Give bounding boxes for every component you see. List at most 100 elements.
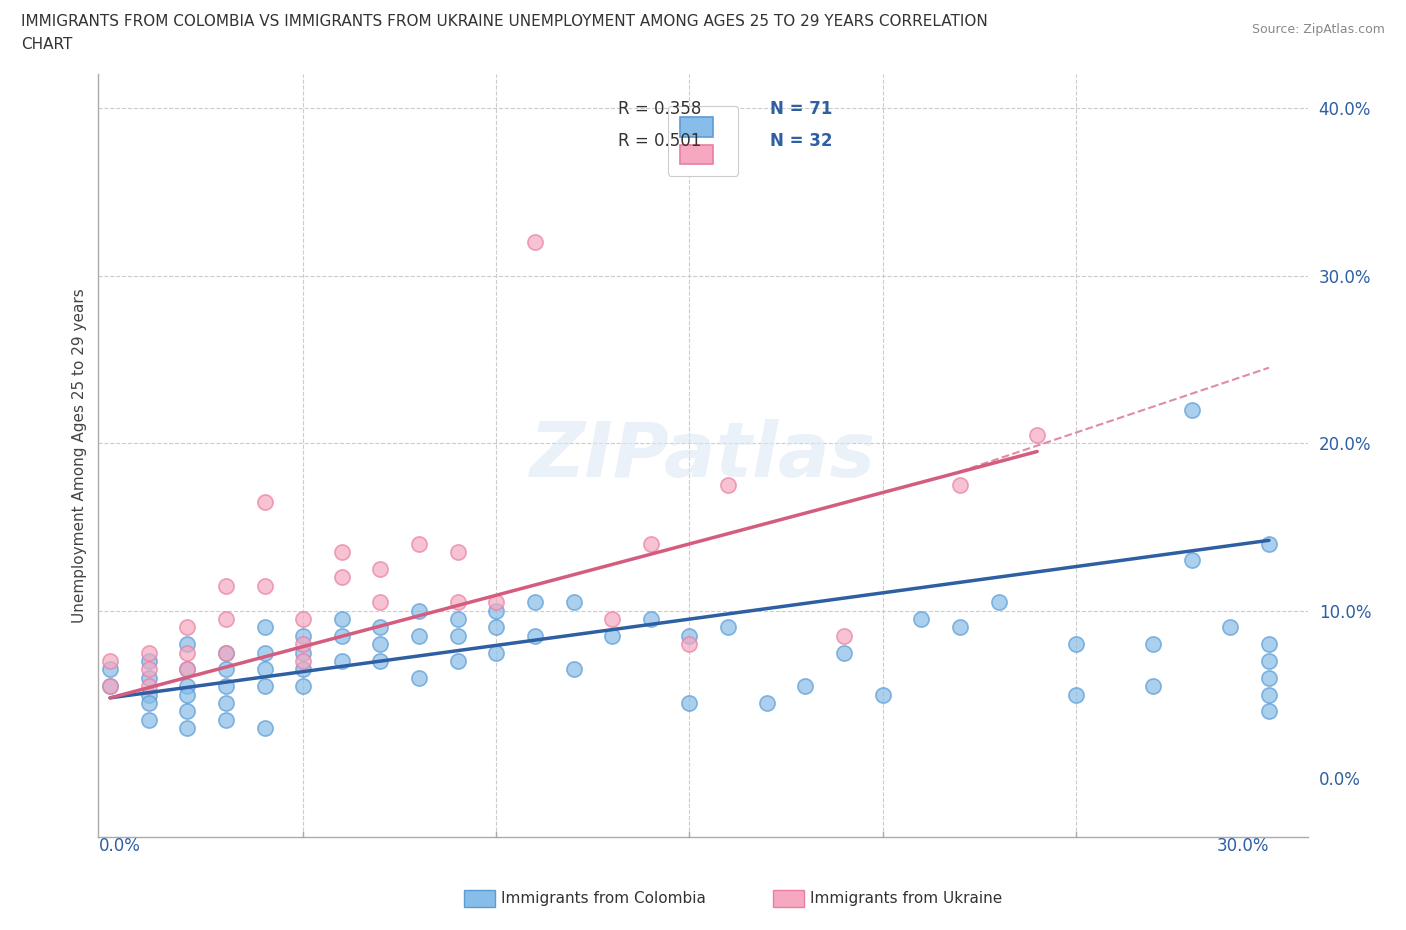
- Point: [562, 595, 585, 610]
- Point: [292, 645, 315, 660]
- Point: [138, 671, 160, 685]
- Point: [485, 620, 508, 635]
- Point: [253, 578, 276, 593]
- Point: [640, 612, 662, 627]
- Point: [215, 645, 238, 660]
- Point: [717, 620, 740, 635]
- Point: [292, 637, 315, 652]
- Text: 30.0%: 30.0%: [1216, 837, 1270, 855]
- Point: [447, 654, 470, 669]
- Point: [872, 687, 894, 702]
- Point: [215, 645, 238, 660]
- Point: [176, 704, 198, 719]
- Point: [370, 620, 392, 635]
- Point: [485, 645, 508, 660]
- Point: [176, 687, 198, 702]
- Point: [408, 671, 430, 685]
- Point: [176, 662, 198, 677]
- Point: [215, 696, 238, 711]
- Text: 0.0%: 0.0%: [98, 837, 141, 855]
- Text: Immigrants from Colombia: Immigrants from Colombia: [501, 891, 706, 906]
- Point: [253, 662, 276, 677]
- Text: IMMIGRANTS FROM COLOMBIA VS IMMIGRANTS FROM UKRAINE UNEMPLOYMENT AMONG AGES 25 T: IMMIGRANTS FROM COLOMBIA VS IMMIGRANTS F…: [21, 14, 988, 29]
- Point: [1026, 427, 1049, 442]
- Text: Source: ZipAtlas.com: Source: ZipAtlas.com: [1251, 23, 1385, 36]
- Point: [253, 679, 276, 694]
- Point: [176, 637, 198, 652]
- Point: [600, 629, 623, 644]
- Point: [1219, 620, 1241, 635]
- Point: [215, 679, 238, 694]
- Point: [717, 478, 740, 493]
- Point: [330, 545, 353, 560]
- Text: ZIPatlas: ZIPatlas: [530, 418, 876, 493]
- Point: [138, 654, 160, 669]
- Point: [755, 696, 778, 711]
- Point: [370, 562, 392, 577]
- Point: [447, 612, 470, 627]
- Point: [447, 545, 470, 560]
- Point: [138, 687, 160, 702]
- Point: [523, 629, 546, 644]
- Point: [330, 654, 353, 669]
- Point: [1181, 553, 1204, 568]
- Text: CHART: CHART: [21, 37, 73, 52]
- Text: R = 0.501: R = 0.501: [619, 132, 702, 150]
- Point: [215, 712, 238, 727]
- Point: [562, 662, 585, 677]
- Point: [138, 712, 160, 727]
- Point: [1258, 704, 1281, 719]
- Point: [640, 537, 662, 551]
- Point: [1258, 637, 1281, 652]
- Point: [292, 654, 315, 669]
- Point: [138, 662, 160, 677]
- Point: [1258, 687, 1281, 702]
- Point: [600, 612, 623, 627]
- Point: [330, 570, 353, 585]
- Text: Immigrants from Ukraine: Immigrants from Ukraine: [810, 891, 1002, 906]
- Point: [1142, 679, 1164, 694]
- Point: [330, 612, 353, 627]
- Point: [215, 578, 238, 593]
- Point: [910, 612, 932, 627]
- Point: [1181, 402, 1204, 417]
- Point: [408, 604, 430, 618]
- Point: [678, 637, 700, 652]
- Point: [1258, 654, 1281, 669]
- Point: [485, 604, 508, 618]
- Text: N = 32: N = 32: [769, 132, 832, 150]
- Point: [678, 629, 700, 644]
- Point: [253, 620, 276, 635]
- Legend: , : ,: [668, 106, 738, 176]
- Point: [98, 662, 121, 677]
- Point: [408, 537, 430, 551]
- Text: R = 0.358: R = 0.358: [619, 100, 702, 118]
- Point: [987, 595, 1010, 610]
- Point: [176, 679, 198, 694]
- Point: [98, 679, 121, 694]
- Point: [1142, 637, 1164, 652]
- Point: [138, 679, 160, 694]
- Point: [794, 679, 817, 694]
- Point: [447, 595, 470, 610]
- Point: [138, 645, 160, 660]
- Point: [447, 629, 470, 644]
- Point: [949, 620, 972, 635]
- Point: [176, 645, 198, 660]
- Point: [832, 629, 855, 644]
- Point: [485, 595, 508, 610]
- Point: [1064, 637, 1087, 652]
- Point: [138, 696, 160, 711]
- Point: [98, 679, 121, 694]
- Point: [98, 654, 121, 669]
- Point: [292, 662, 315, 677]
- Point: [292, 679, 315, 694]
- Point: [370, 595, 392, 610]
- Point: [1064, 687, 1087, 702]
- Point: [215, 662, 238, 677]
- Point: [949, 478, 972, 493]
- Point: [292, 612, 315, 627]
- Text: N = 71: N = 71: [769, 100, 832, 118]
- Point: [292, 629, 315, 644]
- Point: [215, 612, 238, 627]
